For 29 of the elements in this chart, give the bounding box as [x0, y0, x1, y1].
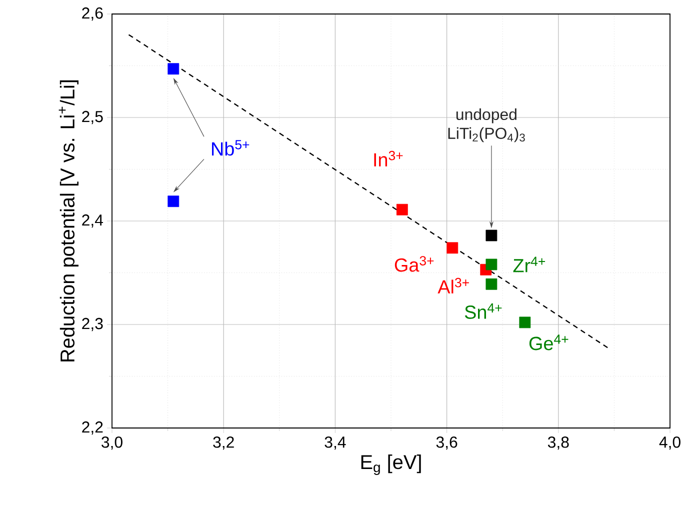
- annotation: In$^{3+}$: [374, 150, 403, 166]
- x-tick-label: 4,0: [659, 436, 680, 450]
- point: [486, 230, 498, 242]
- annotation: undoped LiTi$_{2}$(PO$_{4}$)$_{3}$: [448, 108, 525, 142]
- x-tick-label: 3,6: [436, 436, 458, 450]
- x-tick-label: 3,4: [324, 436, 346, 450]
- y-tick-label: 2,5: [82, 110, 103, 124]
- point: [519, 316, 531, 328]
- annotation: Ga$^{3+}$: [394, 256, 434, 272]
- x-tick-label: 3,2: [213, 436, 234, 450]
- y-tick-label: 2,2: [82, 421, 103, 435]
- y-axis-title: Reduction potential [V vs. Li$^{+}$/Li]: [58, 80, 78, 362]
- point: [396, 204, 408, 216]
- point: [168, 196, 180, 208]
- point: [486, 258, 498, 270]
- annotation: Ge$^{4+}$: [529, 334, 568, 350]
- annotation: Sn$^{4+}$: [464, 303, 502, 319]
- y-tick-label: 2,4: [82, 214, 104, 228]
- annotation: Zr$^{4+}$: [513, 256, 546, 272]
- y-tick-label: 2,3: [82, 318, 103, 332]
- x-axis-title: E$_{g}$ [eV]: [361, 454, 421, 475]
- annotation: Nb$^{5+}$: [212, 140, 250, 156]
- point: [486, 278, 498, 290]
- x-tick-label: 3,8: [548, 436, 569, 450]
- y-tick-label: 2,6: [82, 7, 103, 21]
- point: [446, 242, 458, 254]
- annotation: Al$^{3+}$: [438, 278, 469, 294]
- point: [168, 63, 180, 75]
- x-tick-label: 3,0: [102, 436, 122, 450]
